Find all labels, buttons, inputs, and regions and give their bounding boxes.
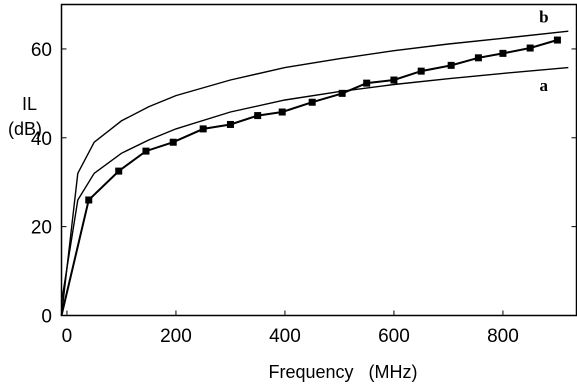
series-measured-marker [363,79,371,87]
x-tick-label: 400 [269,326,301,347]
series-measured-marker [390,76,398,84]
x-tick-label: 600 [378,326,410,347]
x-tick-label: 0 [62,326,73,347]
y-tick-label: 60 [31,40,52,61]
series-measured-marker [338,89,346,97]
series-measured-marker [417,67,425,75]
series-a-line [60,66,569,303]
x-tick-label: 200 [160,326,192,347]
series-measured-marker [169,138,177,146]
annotations: ba [539,7,548,95]
series-measured-line [60,39,558,316]
series-measured-marker [447,61,455,69]
series-measured-marker [553,36,561,44]
series-measured-marker [254,112,262,120]
series-measured-marker [526,44,534,52]
series-measured-marker [278,108,286,116]
series-measured-marker [85,196,93,204]
series-measured-marker [199,125,207,133]
ticks: 0 200 400 600 800 0 20 40 60 [31,40,577,347]
series-measured-marker [499,49,507,57]
y-tick-label: 40 [31,129,52,150]
series-b-line [60,30,569,316]
series-measured-marker [308,98,316,106]
y-tick-label: 20 [31,218,52,239]
series-measured-marker [226,120,234,128]
series-measured-marker [115,167,123,175]
curve-label-b: b [539,7,548,26]
x-tick-label: 800 [487,326,519,347]
y-axis-label-line2: (dB) [8,119,42,139]
y-tick-label: 0 [41,307,52,328]
series-measured-marker [142,147,150,155]
x-axis-label: Frequency (MHz) [268,362,417,382]
plot-frame [60,3,577,317]
curves [60,30,569,316]
series-measured-marker [474,54,482,62]
y-axis-label-line1: IL [22,94,37,114]
curve-label-a: a [540,76,549,95]
